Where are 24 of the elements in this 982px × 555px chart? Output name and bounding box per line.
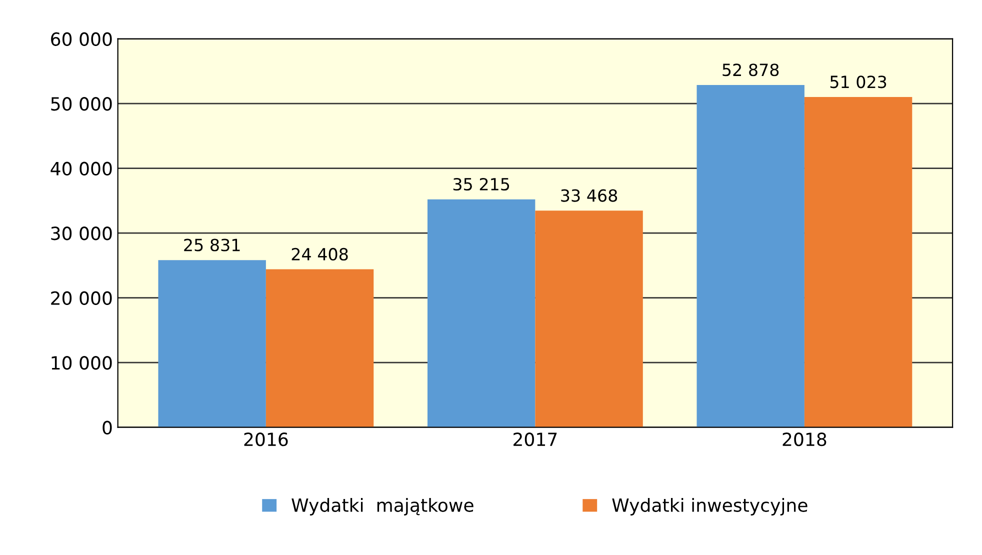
data-label: 51 023: [830, 76, 886, 88]
x-tick-label: 2016: [244, 432, 288, 446]
bar: [535, 210, 643, 428]
bar: [427, 199, 536, 428]
y-tick-label: 40 000: [50, 162, 112, 176]
bar: [158, 260, 266, 428]
bar: [266, 269, 374, 428]
data-label: 33 468: [561, 189, 618, 202]
legend-label: Wydatki majątkowe: [292, 498, 474, 516]
data-label: 52 878: [722, 64, 779, 76]
data-label: 25 831: [184, 238, 240, 252]
bar: [804, 96, 912, 428]
y-tick-label: 50 000: [51, 97, 112, 111]
y-tick-label: 10 000: [52, 356, 112, 370]
data-label: 24 408: [292, 248, 348, 261]
y-tick-label: 0: [102, 420, 112, 434]
data-label: 35 215: [453, 178, 510, 191]
legend-label: Wydatki inwestycyjne: [612, 498, 808, 516]
bar: [696, 84, 804, 428]
y-tick-label: 30 000: [51, 226, 112, 240]
x-tick-label: 2017: [514, 432, 557, 446]
y-tick-label: 20 000: [51, 291, 112, 305]
y-tick-label: 60 000: [51, 32, 112, 46]
x-tick-label: 2018: [782, 432, 826, 446]
